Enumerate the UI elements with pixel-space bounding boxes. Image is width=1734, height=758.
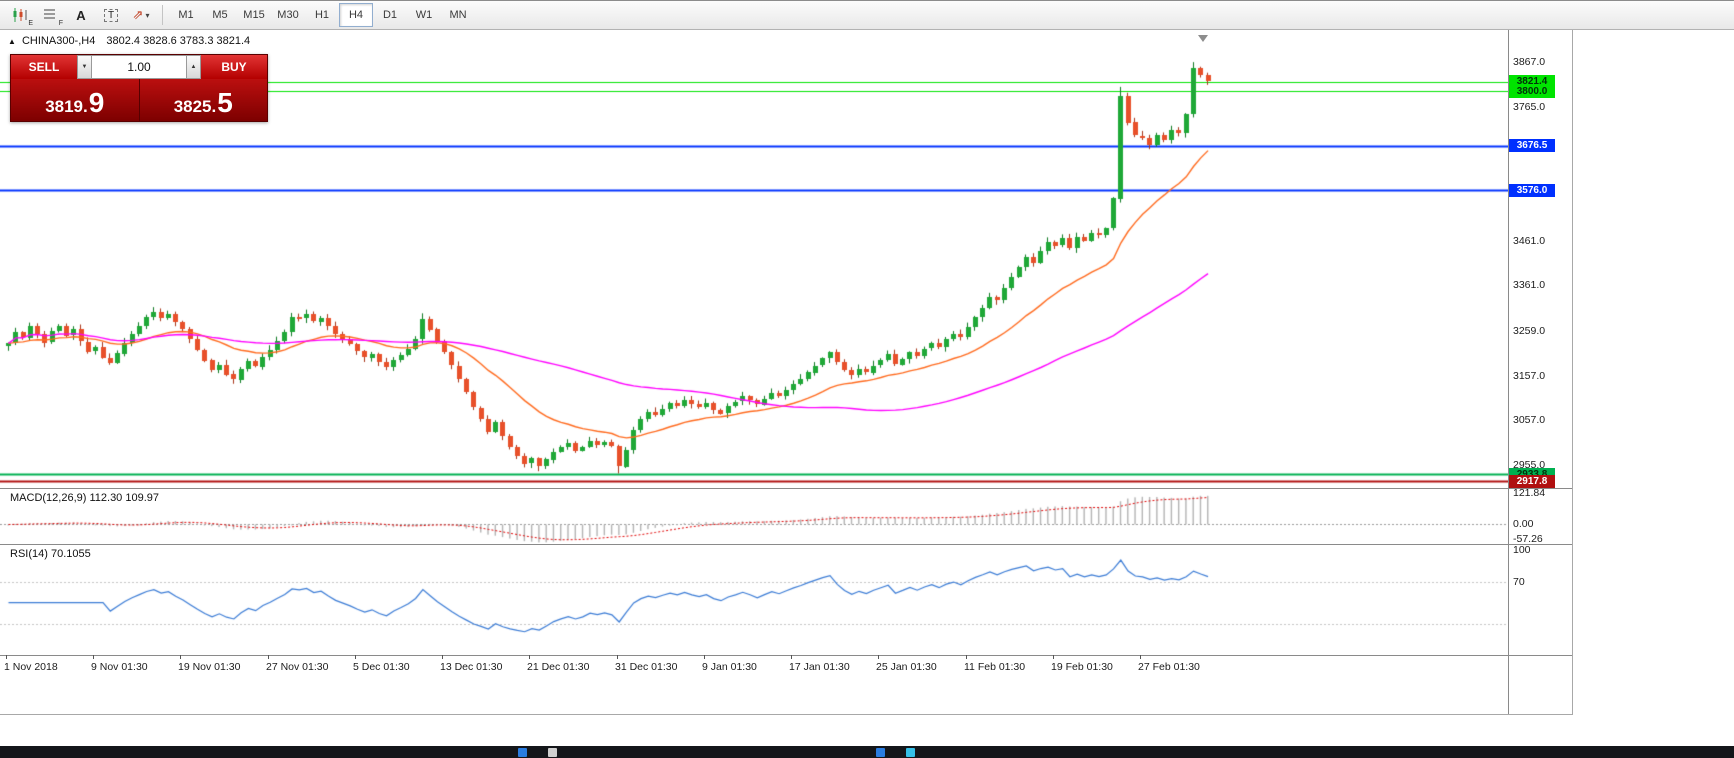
date-tick xyxy=(442,655,443,659)
date-tick xyxy=(268,655,269,659)
one-click-trading-panel: SELL ▼ 1.00 ▲ BUY 3819. 9 3825. 5 xyxy=(10,54,268,122)
date-label: 19 Feb 01:30 xyxy=(1051,661,1113,673)
date-tick xyxy=(704,655,705,659)
timeframe-d1-button[interactable]: D1 xyxy=(382,9,398,21)
toolbar-separator xyxy=(162,5,163,25)
pane-separator[interactable] xyxy=(0,488,1572,489)
pane-separator[interactable] xyxy=(0,544,1572,545)
rsi-label: RSI(14) 70.1055 xyxy=(10,548,91,560)
taskbar[interactable] xyxy=(0,746,1734,758)
time-axis-border xyxy=(0,655,1572,656)
date-tick xyxy=(791,655,792,659)
price-badge: 3800.0 xyxy=(1509,84,1555,98)
taskbar-icon-3[interactable] xyxy=(876,748,885,757)
rsi-scale-label: 100 xyxy=(1513,544,1531,557)
date-tick xyxy=(529,655,530,659)
date-label: 9 Nov 01:30 xyxy=(91,661,148,673)
volume-control: ▼ 1.00 ▲ xyxy=(77,55,201,79)
icon-sub-label: F xyxy=(58,20,63,27)
price-scale-label: 3157.0 xyxy=(1513,369,1546,382)
chart-shift-marker[interactable] xyxy=(1198,35,1208,42)
price-scale-label: 3057.0 xyxy=(1513,413,1546,426)
rsi-scale-label: 70 xyxy=(1513,575,1525,588)
date-tick xyxy=(617,655,618,659)
price-scale-border xyxy=(1508,30,1509,714)
date-tick xyxy=(355,655,356,659)
data-grid-icon[interactable]: F xyxy=(37,2,65,28)
macd-pane-canvas[interactable] xyxy=(0,489,1508,543)
date-label: 11 Feb 01:30 xyxy=(964,661,1026,673)
date-label: 17 Jan 01:30 xyxy=(789,661,850,673)
buy-button[interactable]: BUY xyxy=(201,55,267,79)
rsi-pane-canvas[interactable] xyxy=(0,545,1508,655)
price-badge: 3576.0 xyxy=(1509,183,1555,197)
macd-scale-label: 121.84 xyxy=(1513,487,1546,500)
price-scale-label: 3867.0 xyxy=(1513,55,1546,68)
buy-price[interactable]: 3825. 5 xyxy=(173,87,233,118)
date-label: 9 Jan 01:30 xyxy=(702,661,757,673)
timeframe-h4-button[interactable]: H4 xyxy=(339,3,373,27)
text-label-icon[interactable]: A xyxy=(76,7,86,23)
chart-title: CHINA300-,H4 xyxy=(21,35,96,47)
chart-ohlc-values: 3802.4 3828.6 3783.3 3821.4 xyxy=(106,35,251,47)
date-label: 1 Nov 2018 xyxy=(4,661,58,673)
timeframe-h1-button[interactable]: H1 xyxy=(314,9,330,21)
volume-input[interactable]: 1.00 xyxy=(92,55,186,79)
date-tick xyxy=(1053,655,1054,659)
date-label: 31 Dec 01:30 xyxy=(615,661,678,673)
chart-expert-icon[interactable]: E xyxy=(7,2,35,28)
taskbar-icon-1[interactable] xyxy=(518,748,527,757)
trade-panel-prices: 3819. 9 3825. 5 xyxy=(11,79,267,121)
taskbar-icon-2[interactable] xyxy=(548,748,557,757)
sell-button[interactable]: SELL xyxy=(11,55,77,79)
date-label: 25 Jan 01:30 xyxy=(876,661,937,673)
taskbar-icon-4[interactable] xyxy=(906,748,915,757)
arrow-draw-icon[interactable]: ⇗ ▾ xyxy=(132,7,150,22)
price-scale-label: 3765.0 xyxy=(1513,100,1546,113)
macd-scale-label: -57.26 xyxy=(1513,533,1543,546)
volume-decrease-button[interactable]: ▼ xyxy=(77,55,92,79)
grid-glyph xyxy=(44,8,55,19)
price-badge: 3676.5 xyxy=(1509,139,1555,153)
chart-icon: ▲ xyxy=(8,37,16,46)
date-tick xyxy=(1140,655,1141,659)
timeframe-m5-button[interactable]: M5 xyxy=(212,9,228,21)
timeframe-w1-button[interactable]: W1 xyxy=(415,9,433,21)
date-tick xyxy=(180,655,181,659)
date-tick xyxy=(6,655,7,659)
price-scale-label: 3259.0 xyxy=(1513,324,1546,337)
price-scale-label: 3461.0 xyxy=(1513,235,1546,248)
date-tick xyxy=(878,655,879,659)
candlestick-glyph xyxy=(13,7,27,22)
chart-header: ▲ CHINA300-,H4 3802.4 3828.6 3783.3 3821… xyxy=(8,35,250,47)
macd-label: MACD(12,26,9) 112.30 109.97 xyxy=(10,492,159,504)
date-label: 5 Dec 01:30 xyxy=(353,661,410,673)
text-box-icon[interactable]: T xyxy=(97,2,125,28)
chevron-down-icon: ▾ xyxy=(145,10,150,20)
date-label: 21 Dec 01:30 xyxy=(527,661,590,673)
date-tick xyxy=(966,655,967,659)
chart-area[interactable]: ▲ CHINA300-,H4 3802.4 3828.6 3783.3 3821… xyxy=(0,30,1573,715)
toolbar: E F A T ⇗ ▾ M1 M5 M15 M30 H1 H4 D1 W1 MN xyxy=(0,0,1734,30)
timeframe-m30-button[interactable]: M30 xyxy=(277,9,299,21)
price-divider xyxy=(138,79,140,121)
price-scale-label: 3361.0 xyxy=(1513,279,1546,292)
icon-sub-label: E xyxy=(28,20,33,27)
timeframe-m1-button[interactable]: M1 xyxy=(178,9,194,21)
date-tick xyxy=(93,655,94,659)
trade-panel-controls: SELL ▼ 1.00 ▲ BUY xyxy=(11,55,267,79)
timeframe-m15-button[interactable]: M15 xyxy=(243,9,265,21)
date-label: 27 Feb 01:30 xyxy=(1138,661,1200,673)
volume-increase-button[interactable]: ▲ xyxy=(186,55,201,79)
date-label: 13 Dec 01:30 xyxy=(440,661,503,673)
date-label: 19 Nov 01:30 xyxy=(178,661,241,673)
price-badge: 2917.8 xyxy=(1509,474,1555,488)
timeframe-mn-button[interactable]: MN xyxy=(449,9,467,21)
sell-price[interactable]: 3819. 9 xyxy=(45,87,105,118)
date-label: 27 Nov 01:30 xyxy=(266,661,329,673)
macd-scale-label: 0.00 xyxy=(1513,518,1534,531)
